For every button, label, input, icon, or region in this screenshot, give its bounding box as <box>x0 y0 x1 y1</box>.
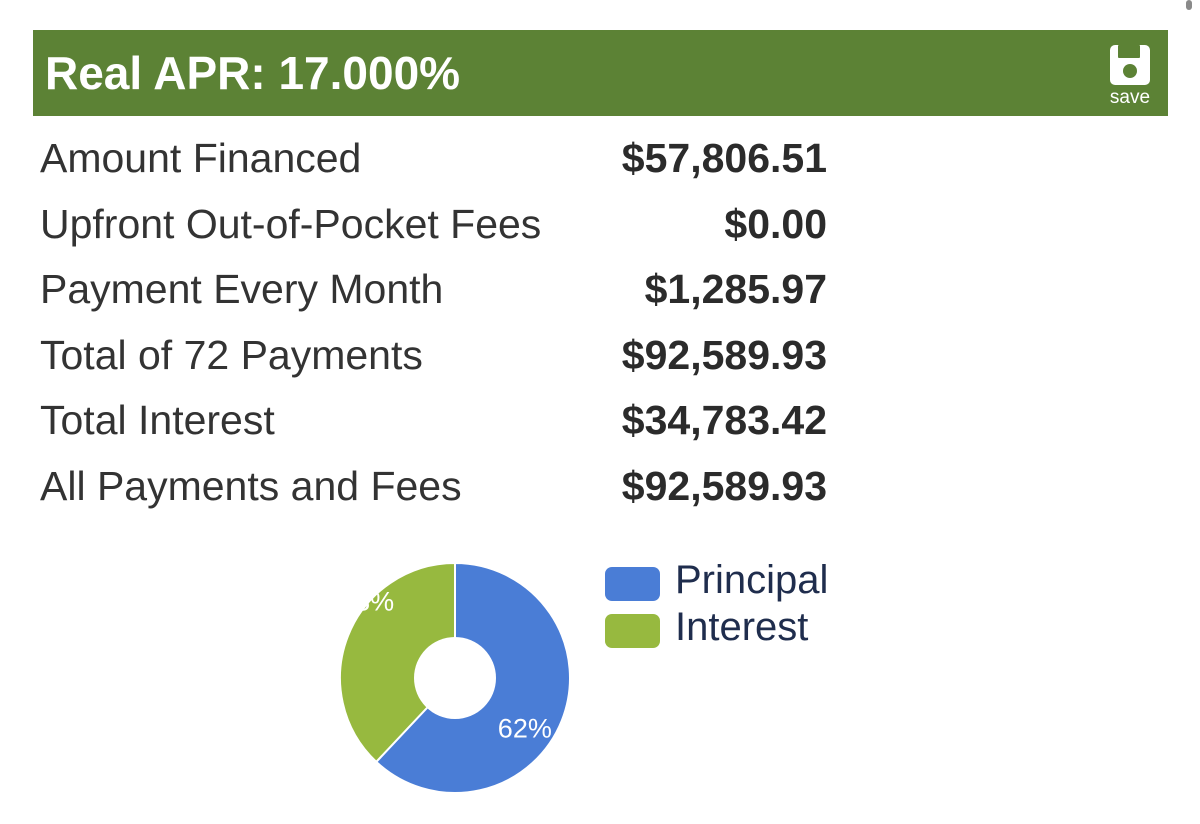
legend-item-interest[interactable]: Interest <box>605 605 865 652</box>
legend-swatch-interest <box>605 614 660 648</box>
slice-label-interest: 38% <box>340 587 394 617</box>
chart-legend: Principal Interest <box>605 558 865 652</box>
summary-row: Total Interest $34,783.42 <box>40 388 840 454</box>
all-payments-fees-value: $92,589.93 <box>621 462 827 509</box>
donut-hole <box>414 637 496 719</box>
summary-row: Upfront Out-of-Pocket Fees $0.00 <box>40 192 840 258</box>
legend-item-principal[interactable]: Principal <box>605 558 865 605</box>
slice-interest[interactable] <box>339 561 456 764</box>
summary-row: Payment Every Month $1,285.97 <box>40 257 840 323</box>
summary-row: All Payments and Fees $92,589.93 <box>40 454 840 520</box>
apr-header-bar: Real APR: 17.000% save <box>33 30 1168 116</box>
principal-interest-donut-chart: 62% 38% <box>330 555 580 805</box>
monthly-payment-label: Payment Every Month <box>40 266 444 313</box>
slice-label-principal: 62% <box>498 714 552 744</box>
monthly-payment-value: $1,285.97 <box>644 266 827 313</box>
loan-summary-table: Amount Financed $57,806.51 Upfront Out-o… <box>40 126 840 520</box>
upfront-fees-value: $0.00 <box>724 200 827 247</box>
total-payments-label: Total of 72 Payments <box>40 331 423 378</box>
scrollbar-thumb[interactable] <box>1186 0 1192 10</box>
all-payments-fees-label: All Payments and Fees <box>40 462 462 509</box>
apr-title: Real APR: 17.000% <box>45 47 461 99</box>
amount-financed-value: $57,806.51 <box>621 135 827 181</box>
amount-financed-label: Amount Financed <box>40 135 362 181</box>
summary-row: Total of 72 Payments $92,589.93 <box>40 323 840 389</box>
legend-label-principal: Principal <box>675 558 829 602</box>
save-label: save <box>1109 87 1151 108</box>
save-button[interactable]: save <box>1102 44 1158 108</box>
floppy-disk-icon <box>1110 45 1150 85</box>
summary-row: Amount Financed $57,806.51 <box>40 126 840 192</box>
total-payments-value: $92,589.93 <box>621 331 827 378</box>
legend-swatch-principal <box>605 567 660 601</box>
total-interest-label: Total Interest <box>40 397 275 444</box>
donut-svg: 62% 38% <box>339 561 571 794</box>
total-interest-value: $34,783.42 <box>621 397 827 444</box>
legend-label-interest: Interest <box>675 605 809 649</box>
upfront-fees-label: Upfront Out-of-Pocket Fees <box>40 200 542 247</box>
